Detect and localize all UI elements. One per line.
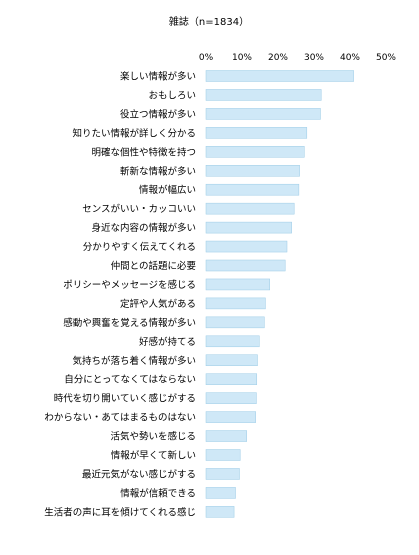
x-tick-label: 0% [199,53,214,63]
bar [205,70,354,82]
category-label: 活気や勢いを感じる [110,431,196,443]
bar [205,202,295,215]
bar [205,240,288,253]
category-label: ポリシーやメッセージを感じる [63,279,196,291]
bar [205,449,241,461]
x-tick-label: 50% [376,53,396,63]
bar [205,183,300,196]
bar [205,430,247,442]
bars [205,70,354,518]
x-tick-label: 10% [232,53,252,63]
bar [205,146,305,158]
category-label: 情報が信頼できる [120,487,196,499]
bar [205,165,300,177]
chart-title: 雑誌（n=1834） [169,15,249,28]
bar [205,259,286,272]
category-label: 斬新な情報が多い [120,165,196,177]
category-label: 明確な個性や特徴を持つ [91,146,196,158]
category-label: 分かりやすく伝えてくれる [83,242,196,253]
category-label: 楽しい情報が多い [120,71,196,83]
category-labels: 楽しい情報が多いおもしろい役立つ情報が多い知りたい情報が詳しく分かる明確な個性や… [44,71,196,519]
category-label: センスがいい・カッコいい [82,203,196,215]
category-label: 定評や人気がある [120,298,196,310]
bar [205,108,321,120]
bar [205,468,240,480]
category-label: 時代を切り開いていく感じがする [54,393,196,405]
category-label: おもしろい [148,90,196,101]
bar [205,373,258,385]
category-label: 役立つ情報が多い [120,108,196,120]
category-label: 情報が幅広い [139,184,196,196]
x-tick-label: 20% [268,53,288,63]
bar [205,506,235,518]
bar [205,392,257,404]
bar [205,316,265,329]
category-label: わからない・あてはまるものはない [44,413,196,424]
bar [205,89,322,101]
bar [205,411,256,423]
category-label: 最近元気がない感じがする [82,468,196,480]
bar [205,221,292,234]
bar [205,278,270,291]
category-label: 知りたい情報が詳しく分かる [72,127,196,139]
category-label: 生活者の声に耳を傾けてくれる感じ [44,506,196,518]
category-label: 気持ちが落ち着く情報が多い [72,355,196,367]
category-label: 情報が早くて新しい [111,450,196,462]
category-label: 仲間との話題に必要 [111,260,196,272]
x-tick-label: 30% [304,53,324,63]
bar [205,354,258,366]
bar [205,297,266,310]
bar [205,487,236,499]
category-label: 好感が持てる [139,336,196,348]
category-label: 自分にとってなくてはならない [64,374,196,386]
category-label: 感動や興奮を覚える情報が多い [63,317,196,329]
bar [205,335,260,348]
category-label: 身近な内容の情報が多い [91,222,196,234]
x-axis-ticks: 0% 10% 20% 30% 40% 50% [199,53,397,63]
bar [205,127,308,139]
x-tick-label: 40% [340,53,360,63]
